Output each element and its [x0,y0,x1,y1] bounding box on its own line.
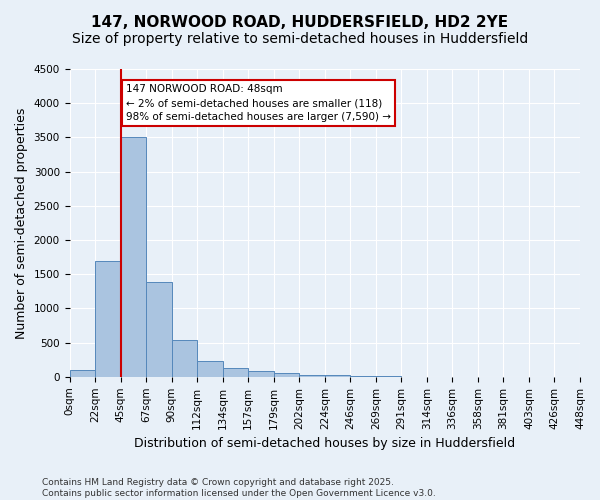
Bar [274,372,299,377]
Text: 147, NORWOOD ROAD, HUDDERSFIELD, HD2 2YE: 147, NORWOOD ROAD, HUDDERSFIELD, HD2 2YE [91,15,509,30]
Bar [350,376,376,377]
X-axis label: Distribution of semi-detached houses by size in Huddersfield: Distribution of semi-detached houses by … [134,437,515,450]
Text: Contains HM Land Registry data © Crown copyright and database right 2025.
Contai: Contains HM Land Registry data © Crown c… [42,478,436,498]
Bar [325,376,350,377]
Bar [146,282,172,377]
Bar [248,372,274,377]
Bar [299,375,325,377]
Bar [121,138,146,377]
Bar [197,361,223,377]
Text: Size of property relative to semi-detached houses in Huddersfield: Size of property relative to semi-detach… [72,32,528,46]
Bar [223,368,248,377]
Bar [95,260,121,377]
Bar [70,370,95,377]
Bar [172,340,197,377]
Y-axis label: Number of semi-detached properties: Number of semi-detached properties [15,107,28,338]
Text: 147 NORWOOD ROAD: 48sqm
← 2% of semi-detached houses are smaller (118)
98% of se: 147 NORWOOD ROAD: 48sqm ← 2% of semi-det… [125,84,391,122]
